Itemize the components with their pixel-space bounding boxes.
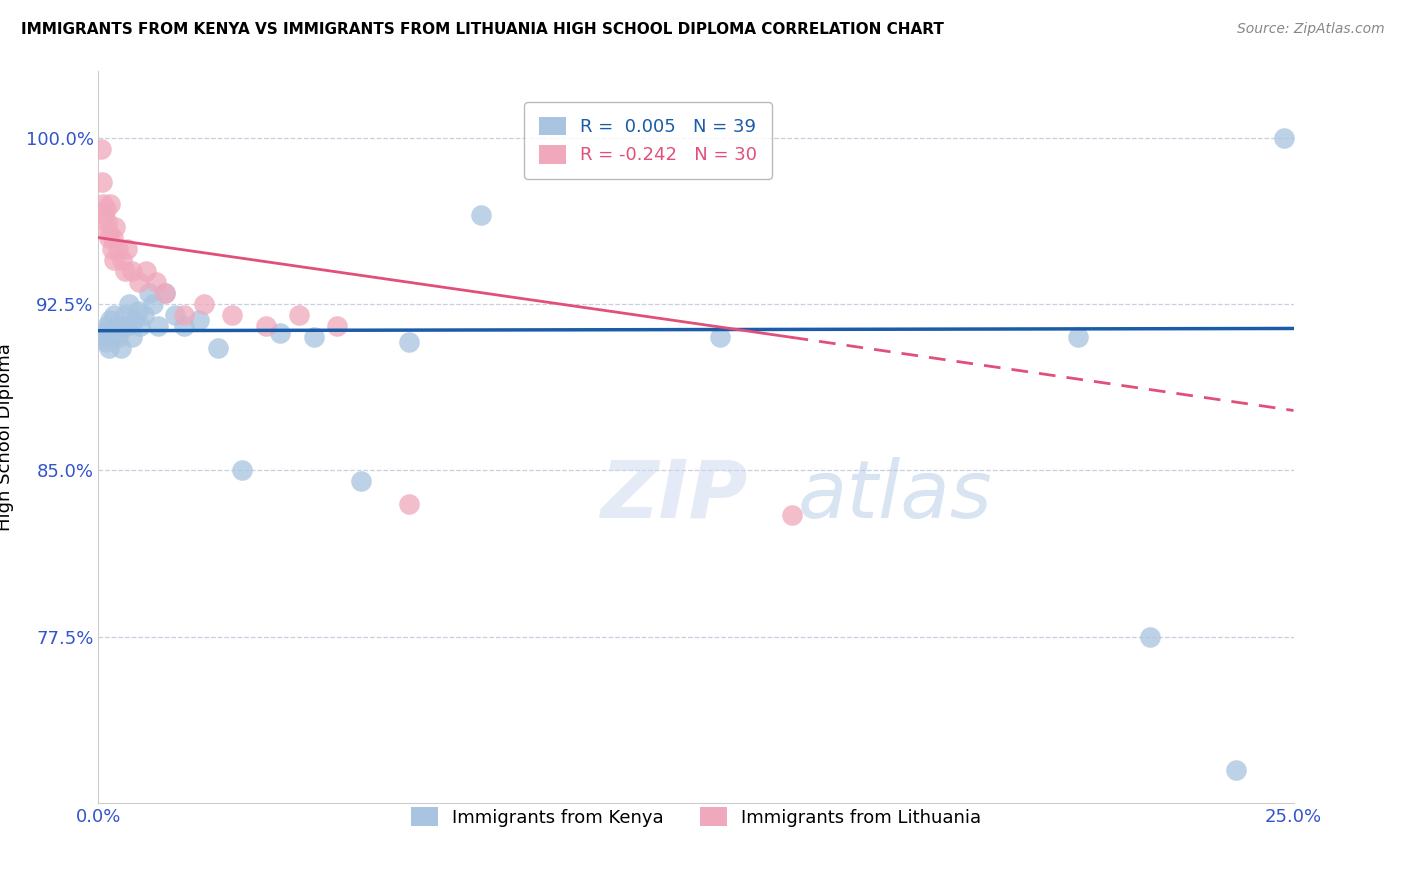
Point	[709, 330, 731, 344]
Point	[173, 319, 195, 334]
Point	[145, 275, 167, 289]
Point	[187, 312, 209, 326]
Text: ZIP: ZIP	[600, 457, 748, 534]
Point	[148, 319, 170, 334]
Point	[93, 330, 115, 344]
Point	[97, 224, 120, 238]
Point	[155, 285, 177, 300]
Point	[94, 202, 117, 216]
Point	[142, 297, 165, 311]
Point	[302, 330, 325, 344]
Point	[105, 319, 128, 334]
Point	[103, 308, 125, 322]
Point	[132, 308, 155, 322]
Point	[121, 264, 143, 278]
Point	[398, 334, 420, 349]
Point	[114, 264, 136, 278]
Point	[98, 312, 122, 326]
Point	[103, 252, 125, 267]
Point	[91, 197, 114, 211]
Point	[118, 297, 141, 311]
Point	[288, 308, 311, 322]
Point	[115, 242, 138, 256]
Point	[254, 319, 277, 334]
Point	[1225, 763, 1247, 777]
Point	[90, 142, 112, 156]
Point	[1139, 630, 1161, 644]
Text: atlas: atlas	[797, 457, 993, 534]
Point	[138, 285, 160, 300]
Point	[112, 319, 135, 334]
Text: Source: ZipAtlas.com: Source: ZipAtlas.com	[1237, 22, 1385, 37]
Point	[128, 275, 150, 289]
Point	[173, 308, 195, 322]
Point	[101, 330, 124, 344]
Y-axis label: High School Diploma: High School Diploma	[0, 343, 14, 531]
Point	[107, 242, 129, 256]
Point	[231, 463, 253, 477]
Point	[129, 319, 152, 334]
Point	[780, 508, 803, 522]
Point	[1272, 131, 1295, 145]
Point	[94, 334, 117, 349]
Point	[398, 497, 420, 511]
Point	[350, 475, 373, 489]
Point	[269, 326, 291, 340]
Point	[207, 342, 229, 356]
Point	[163, 308, 186, 322]
Point	[115, 319, 138, 334]
Legend: Immigrants from Kenya, Immigrants from Lithuania: Immigrants from Kenya, Immigrants from L…	[404, 800, 988, 834]
Point	[124, 312, 146, 326]
Point	[96, 215, 118, 229]
Point	[98, 197, 122, 211]
Point	[221, 308, 243, 322]
Point	[111, 252, 134, 267]
Point	[326, 319, 349, 334]
Text: IMMIGRANTS FROM KENYA VS IMMIGRANTS FROM LITHUANIA HIGH SCHOOL DIPLOMA CORRELATI: IMMIGRANTS FROM KENYA VS IMMIGRANTS FROM…	[21, 22, 943, 37]
Point	[101, 230, 124, 244]
Point	[121, 330, 143, 344]
Point	[96, 319, 118, 334]
Point	[101, 242, 124, 256]
Point	[155, 285, 177, 300]
Point	[93, 209, 115, 223]
Point	[91, 326, 114, 340]
Point	[97, 342, 120, 356]
Point	[114, 308, 136, 322]
Point	[91, 175, 114, 189]
Point	[1067, 330, 1090, 344]
Point	[135, 264, 157, 278]
Point	[97, 230, 120, 244]
Point	[193, 297, 215, 311]
Point	[104, 219, 127, 234]
Point	[110, 342, 132, 356]
Point	[127, 303, 149, 318]
Point	[470, 209, 492, 223]
Point	[107, 330, 129, 344]
